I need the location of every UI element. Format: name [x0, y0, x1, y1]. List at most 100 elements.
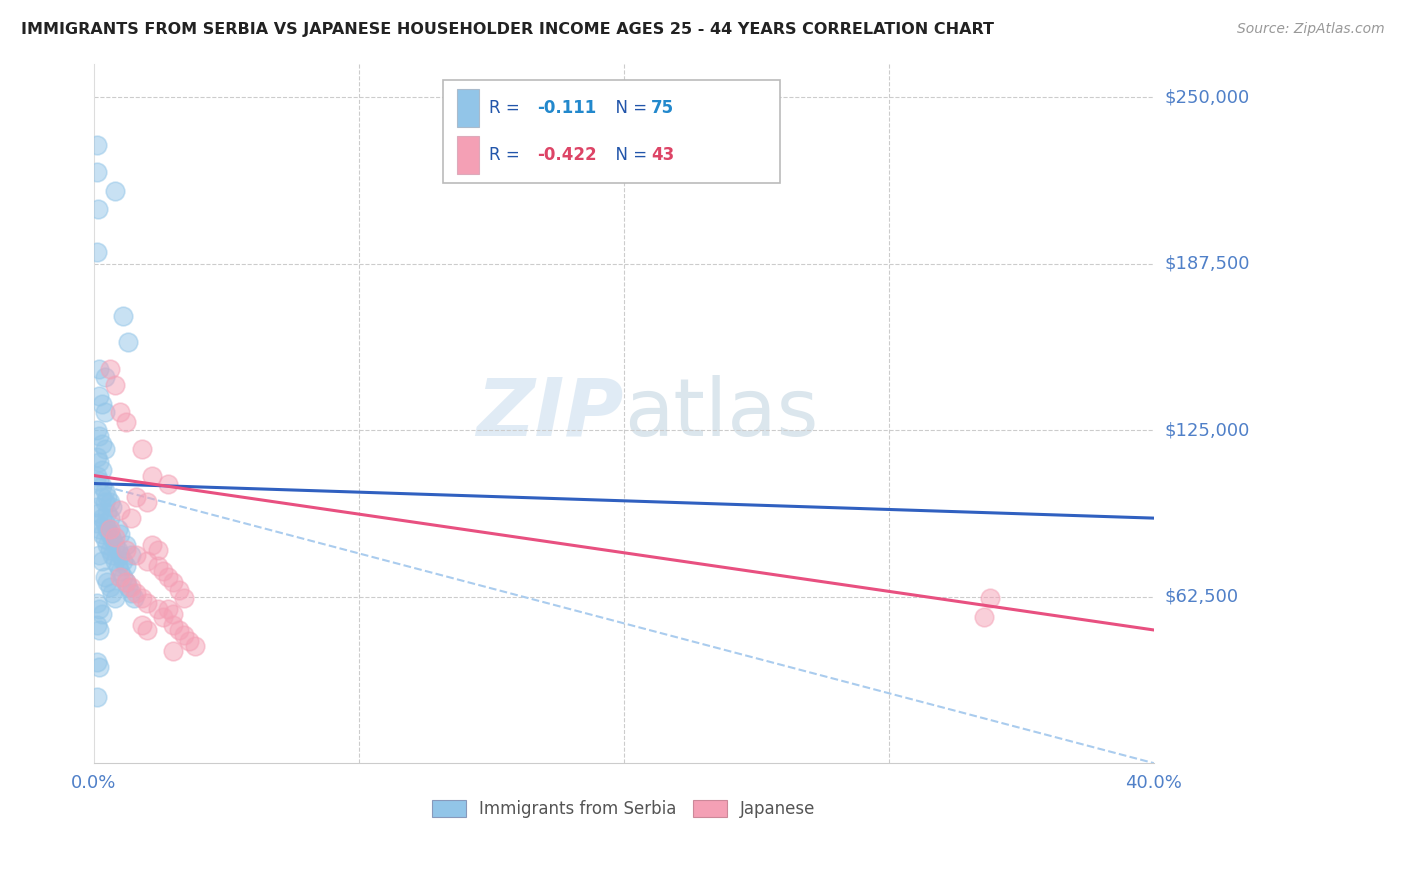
- Point: [89, 549, 111, 563]
- Point: [93, 495, 115, 509]
- Point: [98, 362, 121, 376]
- Point: [90, 511, 112, 525]
- Point: [96, 506, 118, 520]
- Point: [89, 506, 111, 520]
- Point: [104, 530, 127, 544]
- Point: [86, 468, 108, 483]
- Point: [110, 565, 132, 579]
- Point: [131, 591, 153, 605]
- Point: [135, 495, 157, 509]
- Point: [96, 575, 118, 590]
- Point: [112, 309, 135, 323]
- Point: [89, 474, 111, 488]
- Point: [114, 415, 136, 429]
- Point: [98, 580, 121, 594]
- Point: [125, 490, 148, 504]
- Point: [110, 503, 132, 517]
- Point: [157, 476, 180, 491]
- Point: [98, 543, 121, 558]
- Point: [135, 596, 157, 610]
- Point: [167, 623, 190, 637]
- Point: [86, 500, 108, 515]
- Point: [86, 244, 108, 259]
- Text: IMMIGRANTS FROM SERBIA VS JAPANESE HOUSEHOLDER INCOME AGES 25 - 44 YEARS CORRELA: IMMIGRANTS FROM SERBIA VS JAPANESE HOUSE…: [21, 22, 994, 37]
- Text: N =: N =: [605, 99, 652, 117]
- Point: [131, 617, 153, 632]
- Point: [90, 554, 112, 568]
- Point: [87, 202, 110, 217]
- Point: [131, 442, 153, 456]
- Point: [98, 522, 121, 536]
- Point: [90, 607, 112, 621]
- Text: 75: 75: [651, 99, 673, 117]
- Point: [101, 585, 124, 599]
- Point: [125, 585, 148, 599]
- Point: [93, 442, 115, 456]
- Text: R =: R =: [489, 146, 530, 164]
- Point: [162, 644, 184, 658]
- Text: -0.422: -0.422: [537, 146, 596, 164]
- Point: [157, 570, 180, 584]
- Point: [162, 617, 184, 632]
- Point: [90, 479, 112, 493]
- Point: [93, 404, 115, 418]
- Point: [104, 591, 127, 605]
- Point: [89, 389, 111, 403]
- Point: [89, 362, 111, 376]
- Point: [86, 138, 108, 153]
- Point: [152, 565, 174, 579]
- Point: [114, 543, 136, 558]
- Point: [120, 585, 142, 599]
- Point: [114, 559, 136, 574]
- Point: [973, 609, 995, 624]
- Point: [120, 549, 142, 563]
- Point: [93, 516, 115, 531]
- Point: [86, 165, 108, 179]
- Point: [101, 500, 124, 515]
- Point: [107, 543, 129, 558]
- Point: [86, 516, 108, 531]
- Point: [98, 511, 121, 525]
- Point: [89, 623, 111, 637]
- Point: [112, 554, 135, 568]
- Point: [90, 490, 112, 504]
- Text: -0.111: -0.111: [537, 99, 596, 117]
- Point: [146, 543, 169, 558]
- Point: [86, 450, 108, 464]
- Point: [162, 575, 184, 590]
- Point: [120, 580, 142, 594]
- Point: [141, 468, 163, 483]
- Point: [104, 184, 127, 198]
- Point: [101, 549, 124, 563]
- Point: [86, 423, 108, 437]
- Point: [93, 533, 115, 547]
- Point: [110, 527, 132, 541]
- Point: [125, 549, 148, 563]
- Point: [93, 570, 115, 584]
- Point: [93, 370, 115, 384]
- Point: [90, 527, 112, 541]
- Point: [135, 623, 157, 637]
- Point: [107, 522, 129, 536]
- Point: [146, 601, 169, 615]
- Point: [114, 538, 136, 552]
- Text: $250,000: $250,000: [1166, 88, 1250, 106]
- Text: $125,000: $125,000: [1166, 421, 1250, 439]
- Point: [114, 575, 136, 590]
- Point: [117, 580, 139, 594]
- Point: [152, 609, 174, 624]
- Point: [101, 533, 124, 547]
- Point: [98, 495, 121, 509]
- Point: [89, 455, 111, 469]
- Point: [117, 335, 139, 350]
- Point: [141, 538, 163, 552]
- Point: [96, 538, 118, 552]
- Text: ZIP: ZIP: [477, 375, 624, 452]
- Point: [112, 570, 135, 584]
- Point: [93, 484, 115, 499]
- Point: [157, 601, 180, 615]
- Text: Source: ZipAtlas.com: Source: ZipAtlas.com: [1237, 22, 1385, 37]
- Point: [98, 527, 121, 541]
- Text: atlas: atlas: [624, 375, 818, 452]
- Point: [90, 396, 112, 410]
